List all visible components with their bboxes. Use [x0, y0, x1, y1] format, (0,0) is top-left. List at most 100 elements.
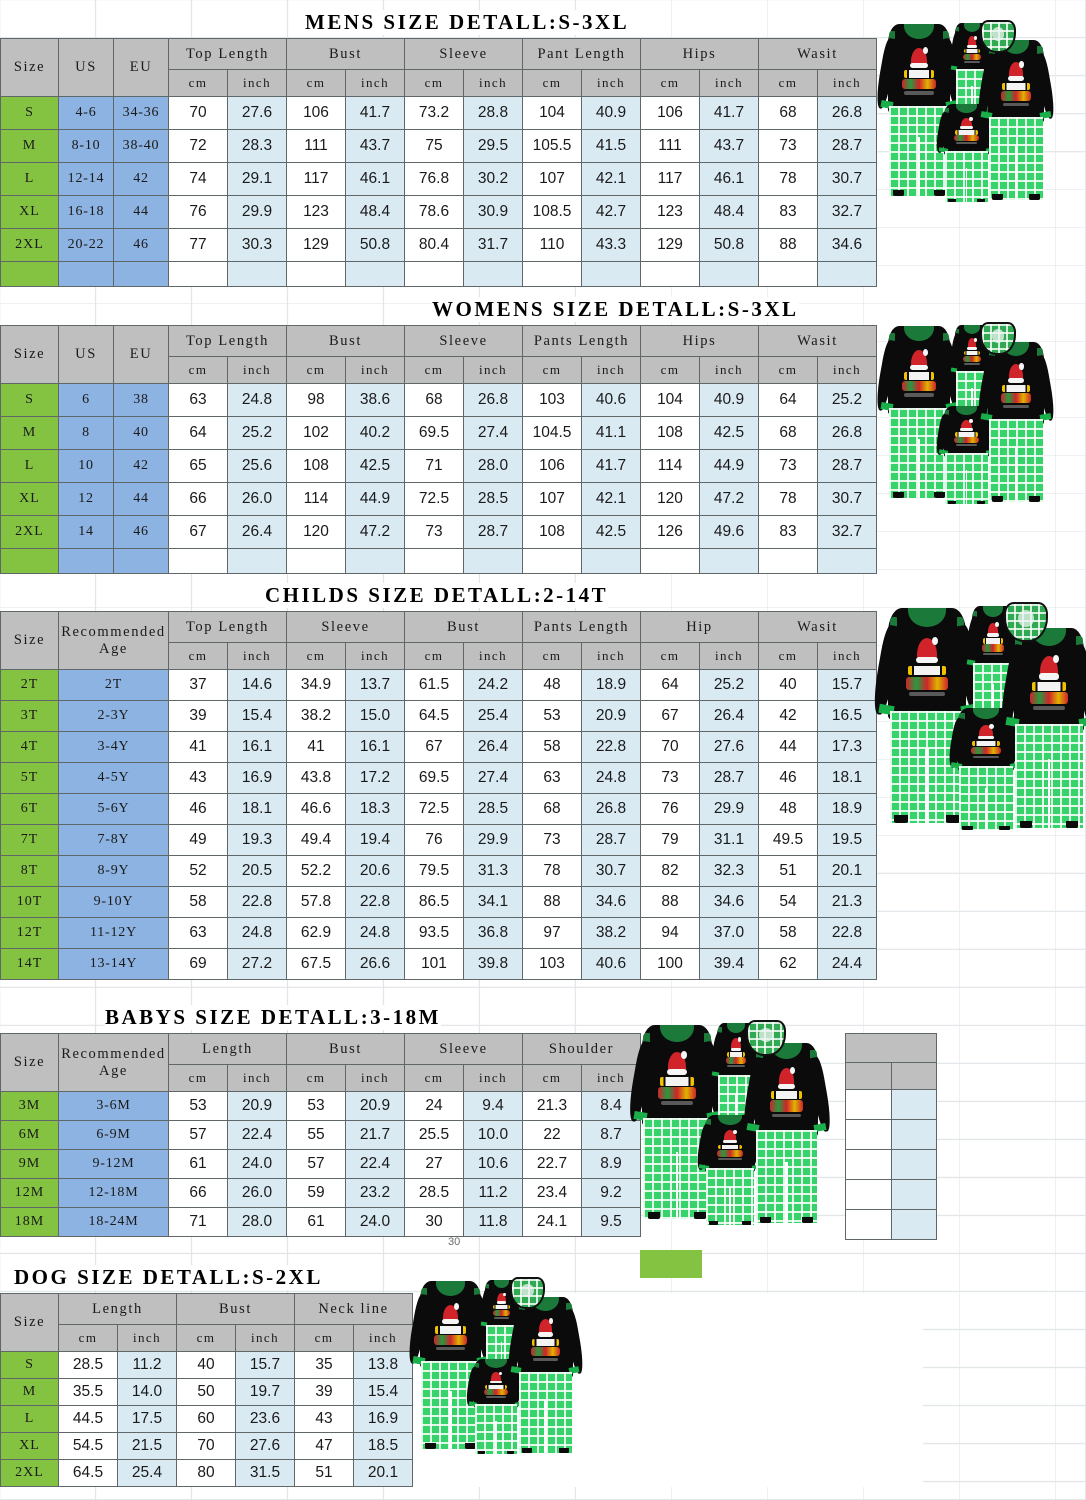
cell-measure: 30.3	[227, 228, 287, 262]
col-unit-bust-cm: cm	[176, 1324, 236, 1352]
cell-measure: 60	[176, 1405, 236, 1433]
size-table-babys: Size Recommended Age Length Bust Sleeve Shoul…	[0, 1033, 641, 1237]
cell-measure: 37	[168, 669, 228, 701]
cell-measure: 63	[522, 762, 582, 794]
table-row: 5T 4-5Y 43 16.9 43.8 17.2 69.5 27.4 63 24.8 73 28.7…	[0, 762, 877, 794]
cell-measure: 21.7	[345, 1120, 405, 1150]
cell-measure: 28.5	[463, 793, 523, 825]
cell-measure: 27.4	[463, 416, 523, 450]
cell-measure: 41	[286, 731, 346, 763]
cell-measure: 88	[758, 228, 818, 262]
cell-size: 2XL	[0, 515, 59, 549]
cell-size: 7T	[0, 824, 59, 856]
header-row-group: Size US EU Top Length Bust Sleeve Pants Length…	[0, 325, 877, 384]
cell-measure: 27	[404, 1149, 464, 1179]
cell-measure: 49.5	[758, 824, 818, 856]
cell-measure: 20.9	[227, 1091, 287, 1121]
col-group-pants-length: Pants Length	[522, 325, 641, 357]
col-unit-wasit-inch: inch	[817, 642, 877, 670]
cell-measure: 42.5	[345, 449, 405, 483]
col-unit-pant-length-cm: cm	[522, 69, 582, 97]
cell-measure: 40.6	[581, 383, 641, 417]
cell-measure: 26.4	[227, 515, 287, 549]
cell-measure: 28.3	[227, 129, 287, 163]
cell-recommended-age: 18-24M	[58, 1207, 169, 1237]
cell-measure: 11.2	[117, 1351, 177, 1379]
cell-measure: 26.8	[463, 383, 523, 417]
col-group-bust: Bust	[286, 1033, 405, 1065]
cell-measure: 28.7	[581, 824, 641, 856]
cell-measure: 21.3	[817, 886, 877, 918]
cell-measure: 27.6	[699, 731, 759, 763]
cell-measure: 72	[168, 129, 228, 163]
col-unit-sleeve-inch: inch	[463, 1064, 523, 1092]
table-title-dog: DOG SIZE DETALL:S-2XL	[14, 1265, 323, 1290]
cell-blank-eu	[113, 548, 169, 574]
col-unit-bust-cm: cm	[286, 69, 346, 97]
cell-measure: 26.0	[227, 482, 287, 516]
cell-measure: 38.2	[286, 700, 346, 732]
pajama-adult-left	[873, 326, 965, 498]
header-row-units: cm inch cm inch cm inch	[1, 1324, 923, 1352]
cell-measure: 20.1	[353, 1459, 413, 1487]
pajama-adult-left	[406, 1281, 495, 1449]
cell-measure: 64	[168, 416, 228, 450]
cell-eu: 44	[113, 195, 169, 229]
cell-size: S	[0, 1351, 59, 1379]
cell-measure: 73	[640, 762, 700, 794]
cell-measure: 47.2	[699, 482, 759, 516]
cell-measure: 39	[294, 1378, 354, 1406]
col-unit-top-length-cm: cm	[168, 642, 228, 670]
cell-measure: 22.7	[522, 1149, 582, 1179]
cell-measure: 27.6	[235, 1432, 295, 1460]
cell-measure: 67	[168, 515, 228, 549]
cell-blank-cm	[522, 261, 582, 287]
pajama-adult-right	[975, 40, 1057, 200]
cell-measure: 70	[640, 731, 700, 763]
cell-size: M	[0, 416, 59, 450]
cell-recommended-age: 3-6M	[58, 1091, 169, 1121]
cell-measure: 26.8	[817, 96, 877, 130]
cell-measure: 42.5	[699, 416, 759, 450]
cell-measure: 103	[522, 948, 582, 980]
cell-measure: 67	[640, 700, 700, 732]
cell-measure: 46.6	[286, 793, 346, 825]
cell-measure: 58	[522, 731, 582, 763]
col-unit-length-cm: cm	[168, 1064, 228, 1092]
table-title-childs: CHILDS SIZE DETALL:2-14T	[265, 583, 609, 608]
cell-measure: 78.6	[404, 195, 464, 229]
cell-measure: 83	[758, 515, 818, 549]
col-unit-sleeve-inch: inch	[345, 642, 405, 670]
cell-measure: 38.6	[345, 383, 405, 417]
cell-measure: 108	[286, 449, 346, 483]
table-title-womens: WOMENS SIZE DETALL:S-3XL	[432, 297, 799, 322]
cell-measure: 27.2	[227, 948, 287, 980]
cell-measure: 15.0	[345, 700, 405, 732]
cell-measure: 79	[640, 824, 700, 856]
cell-size: 18M	[0, 1207, 59, 1237]
cell-measure: 17.5	[117, 1405, 177, 1433]
cell-measure: 73.2	[404, 96, 464, 130]
cell-measure: 32.7	[817, 515, 877, 549]
cell-measure: 50.8	[345, 228, 405, 262]
cell-measure: 46.1	[345, 162, 405, 196]
cell-recommended-age: 5-6Y	[58, 793, 169, 825]
col-group-sleeve: Sleeve	[404, 1033, 523, 1065]
col-group-sleeve: Sleeve	[286, 611, 405, 643]
col-group-neck-line: Neck line	[294, 1293, 413, 1325]
cell-blank-cm	[404, 261, 464, 287]
col-unit-bust-inch: inch	[235, 1324, 295, 1352]
cell-measure: 107	[522, 162, 582, 196]
cell-measure: 20.9	[345, 1091, 405, 1121]
col-unit-hip-inch: inch	[699, 642, 759, 670]
col-unit-sleeve-cm: cm	[404, 356, 464, 384]
col-header-size: Size	[0, 1293, 59, 1352]
col-group-sleeve: Sleeve	[404, 38, 523, 70]
col-unit-top-length-inch: inch	[227, 356, 287, 384]
cell-measure: 24	[404, 1091, 464, 1121]
cell-measure: 26.8	[581, 793, 641, 825]
cell-measure: 24.4	[817, 948, 877, 980]
cell-measure: 23.2	[345, 1178, 405, 1208]
cell-measure: 18.5	[353, 1432, 413, 1460]
col-header-size: Size	[0, 38, 59, 97]
